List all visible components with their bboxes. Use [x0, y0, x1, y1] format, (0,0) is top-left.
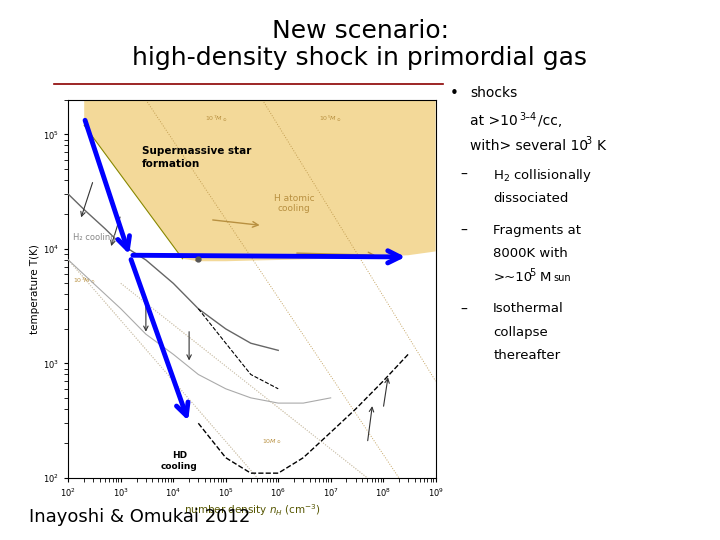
Text: at >10: at >10 — [470, 114, 518, 129]
Text: Isothermal: Isothermal — [493, 302, 564, 315]
Text: H$_2$ collisionally: H$_2$ collisionally — [493, 167, 593, 184]
Text: Fragments at: Fragments at — [493, 224, 581, 237]
Text: –: – — [461, 167, 468, 181]
Text: Supermassive star
formation: Supermassive star formation — [142, 146, 251, 169]
Text: HD
cooling: HD cooling — [161, 451, 198, 471]
Text: high-density shock in primordial gas: high-density shock in primordial gas — [132, 46, 588, 70]
Text: –: – — [461, 302, 468, 316]
Text: collapse: collapse — [493, 326, 548, 339]
Text: sun: sun — [553, 273, 570, 284]
Text: 3: 3 — [585, 136, 592, 146]
Text: 5: 5 — [529, 268, 536, 278]
Text: thereafter: thereafter — [493, 349, 560, 362]
Text: 3–4: 3–4 — [519, 112, 536, 122]
Text: >~10: >~10 — [493, 271, 532, 284]
Text: M: M — [540, 271, 552, 284]
Polygon shape — [84, 100, 436, 261]
Text: K: K — [597, 139, 606, 153]
Text: •: • — [450, 86, 459, 102]
Text: $10^5 M_\odot$: $10^5 M_\odot$ — [319, 114, 341, 124]
Y-axis label: temperature T(K): temperature T(K) — [30, 244, 40, 334]
Text: with> several 10: with> several 10 — [470, 139, 588, 153]
Text: H atomic
cooling: H atomic cooling — [274, 194, 315, 213]
Text: New scenario:: New scenario: — [271, 19, 449, 43]
Text: shocks: shocks — [470, 86, 518, 100]
Text: dissociated: dissociated — [493, 192, 569, 205]
X-axis label: number density $n_H$ (cm$^{-3}$): number density $n_H$ (cm$^{-3}$) — [184, 502, 320, 518]
Text: $10^3 M_\odot$: $10^3 M_\odot$ — [73, 276, 95, 286]
Text: $10 M_\odot$: $10 M_\odot$ — [262, 437, 282, 447]
Text: /cc,: /cc, — [538, 114, 562, 129]
Text: –: – — [461, 224, 468, 238]
Text: Inayoshi & Omukai 2012: Inayoshi & Omukai 2012 — [29, 509, 250, 526]
Text: H₂ cooling: H₂ cooling — [73, 233, 115, 242]
Text: $10^7 M_\odot$: $10^7 M_\odot$ — [205, 114, 228, 124]
Text: 8000K with: 8000K with — [493, 247, 568, 260]
